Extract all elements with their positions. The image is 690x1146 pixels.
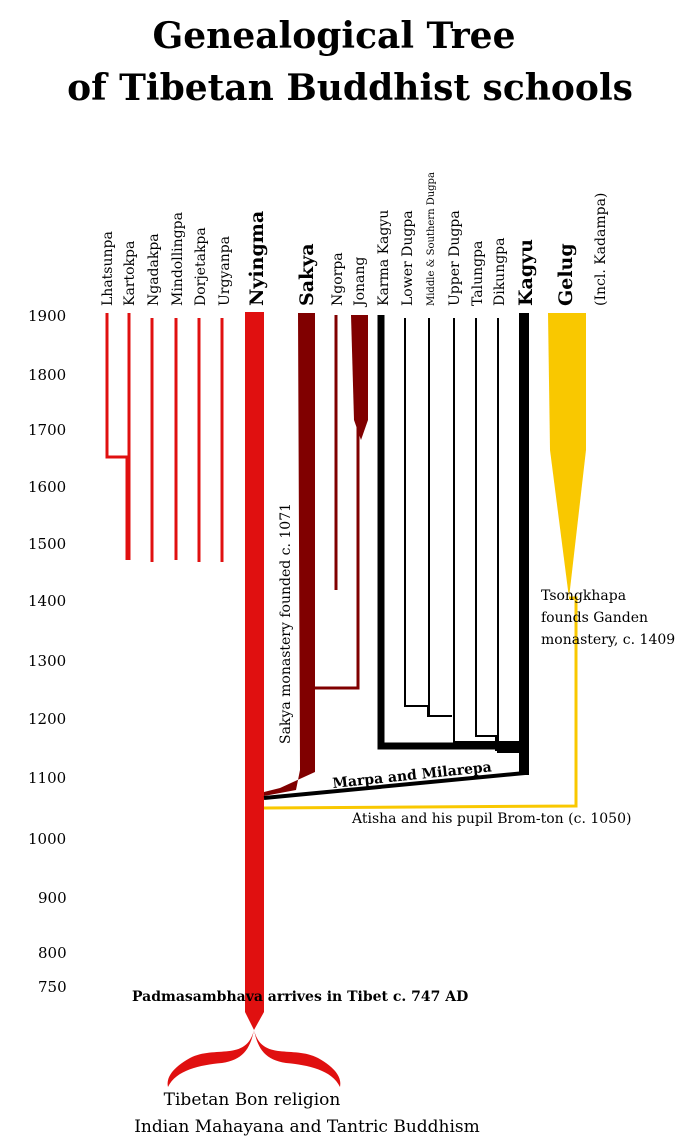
karma-kagyu-line xyxy=(377,315,520,750)
origin-line-1: Tibetan Bon religion xyxy=(164,1090,341,1110)
lower-dugpa-line xyxy=(404,318,428,707)
year-label: 750 xyxy=(38,978,67,996)
year-label: 800 xyxy=(38,944,67,962)
school-label-kartokpa: Kartokpa xyxy=(122,241,138,306)
kagyu-lineages xyxy=(377,315,520,753)
year-label: 1800 xyxy=(28,366,66,384)
middle-southern-dugpa-line xyxy=(428,318,452,717)
year-label: 1900 xyxy=(28,307,66,325)
sakya-trunk xyxy=(264,313,315,796)
dikungpa-line xyxy=(497,318,520,753)
year-label: 1500 xyxy=(28,535,66,553)
note-tsongkhapa-line-2: founds Ganden xyxy=(541,610,648,626)
origin-brace-right xyxy=(254,1030,341,1087)
title-line-2: of Tibetan Buddhist schools xyxy=(67,67,633,109)
year-label: 1600 xyxy=(28,478,66,496)
dugpa-join-line xyxy=(427,706,452,717)
note-tsongkhapa-line-3: monastery, c. 1409 xyxy=(541,632,675,648)
school-label-jonang: Jonang xyxy=(352,257,368,308)
gelug-branch xyxy=(548,313,586,598)
note-atisha: Atisha and his pupil Brom-ton (c. 1050) xyxy=(351,811,631,827)
marpa-connector xyxy=(263,771,526,800)
school-label-dikungpa: Dikungpa xyxy=(492,238,508,307)
school-label-middle-southern-dugpa: Middle & Southern Dugpa xyxy=(426,172,437,306)
school-label-lhatsunpa: Lhatsunpa xyxy=(100,231,116,306)
year-label: 1300 xyxy=(28,652,66,670)
lineage-lhatsunpa-line xyxy=(105,313,129,560)
note-tsongkhapa-line-1: Tsongkhapa xyxy=(541,588,626,604)
upper-dugpa-line xyxy=(453,318,520,743)
school-label-urgyanpa: Urgyanpa xyxy=(217,236,233,306)
school-label-kagyu: Kagyu xyxy=(515,239,537,306)
jonang-connector xyxy=(315,318,360,690)
origin-line-2: Indian Mahayana and Tantric Buddhism xyxy=(134,1117,480,1137)
school-label-talungpa: Talungpa xyxy=(470,241,486,306)
origin-brace-left xyxy=(167,1030,254,1087)
year-label: 1700 xyxy=(28,421,66,439)
school-label-upper-dugpa: Upper Dugpa xyxy=(447,210,463,306)
school-label-sakya: Sakya xyxy=(296,243,318,306)
note-sakya-monastery: Sakya monastery founded c. 1071 xyxy=(278,503,294,744)
year-label: 1100 xyxy=(28,769,66,787)
talungpa-line xyxy=(475,318,520,751)
school-label-dorjetakpa: Dorjetakpa xyxy=(193,227,209,306)
school-label-ngadakpa: Ngadakpa xyxy=(146,233,162,306)
nyingma-trunk xyxy=(245,312,264,1030)
school-label-nyingma: Nyingma xyxy=(246,211,268,306)
note-padmasambhava: Padmasambhava arrives in Tibet c. 747 AD xyxy=(132,989,468,1005)
school-label-karma-kagyu: Karma Kagyu xyxy=(376,210,392,306)
school-label-gelug: Gelug xyxy=(555,243,577,306)
gelug-connector xyxy=(263,596,578,810)
school-labels: Lhatsunpa Kartokpa Ngadakpa Mindollingpa… xyxy=(100,172,609,308)
note-marpa-milarepa: Marpa and Milarepa xyxy=(332,759,493,792)
year-label: 1200 xyxy=(28,710,66,728)
school-label-gelug-sub: (Incl. Kadampa) xyxy=(593,193,609,306)
year-axis: 1900 1800 1700 1600 1500 1400 1300 1200 … xyxy=(28,307,67,996)
year-label: 1000 xyxy=(28,830,66,848)
kagyu-trunk xyxy=(519,313,529,775)
year-label: 1400 xyxy=(28,592,66,610)
school-label-ngorpa: Ngorpa xyxy=(330,252,346,306)
nyingma-minor-lineages xyxy=(105,313,224,562)
title-line-1: Genealogical Tree xyxy=(153,15,516,57)
school-label-lower-dugpa: Lower Dugpa xyxy=(400,210,416,306)
school-label-mindollingpa: Mindollingpa xyxy=(170,212,186,306)
year-label: 900 xyxy=(38,889,67,907)
jonang-branch xyxy=(351,315,368,440)
